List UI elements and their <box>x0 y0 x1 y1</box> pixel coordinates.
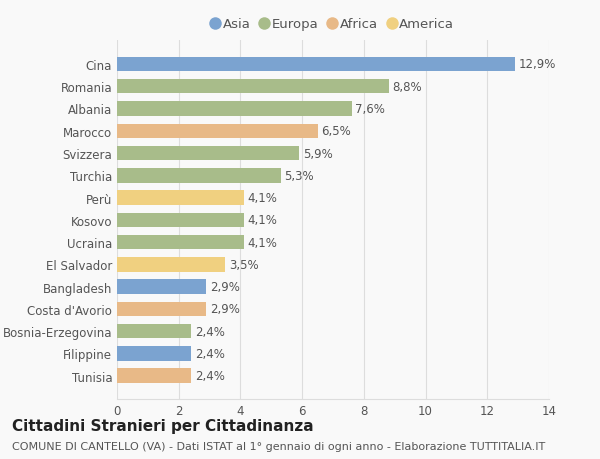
Bar <box>117 80 389 94</box>
Bar <box>117 213 244 228</box>
Bar <box>117 57 515 72</box>
Text: 2,4%: 2,4% <box>195 347 224 360</box>
Text: 7,6%: 7,6% <box>355 103 385 116</box>
Bar <box>117 302 206 316</box>
Bar <box>117 146 299 161</box>
Text: 12,9%: 12,9% <box>519 58 556 71</box>
Text: 5,3%: 5,3% <box>284 169 314 182</box>
Text: Cittadini Stranieri per Cittadinanza: Cittadini Stranieri per Cittadinanza <box>12 418 314 433</box>
Text: 5,9%: 5,9% <box>303 147 332 160</box>
Text: 4,1%: 4,1% <box>247 191 277 205</box>
Text: 8,8%: 8,8% <box>392 80 422 94</box>
Bar <box>117 235 244 250</box>
Text: 2,4%: 2,4% <box>195 369 224 382</box>
Text: 2,4%: 2,4% <box>195 325 224 338</box>
Text: 4,1%: 4,1% <box>247 214 277 227</box>
Text: 3,5%: 3,5% <box>229 258 259 271</box>
Bar <box>117 168 281 183</box>
Bar <box>117 369 191 383</box>
Legend: Asia, Europa, Africa, America: Asia, Europa, Africa, America <box>212 18 454 31</box>
Bar <box>117 324 191 339</box>
Bar <box>117 347 191 361</box>
Bar <box>117 191 244 205</box>
Text: 6,5%: 6,5% <box>321 125 351 138</box>
Bar <box>117 280 206 294</box>
Text: 2,9%: 2,9% <box>210 280 240 293</box>
Text: 2,9%: 2,9% <box>210 302 240 316</box>
Text: 4,1%: 4,1% <box>247 236 277 249</box>
Bar <box>117 124 317 139</box>
Text: COMUNE DI CANTELLO (VA) - Dati ISTAT al 1° gennaio di ogni anno - Elaborazione T: COMUNE DI CANTELLO (VA) - Dati ISTAT al … <box>12 441 545 451</box>
Bar <box>117 257 225 272</box>
Bar <box>117 102 352 117</box>
